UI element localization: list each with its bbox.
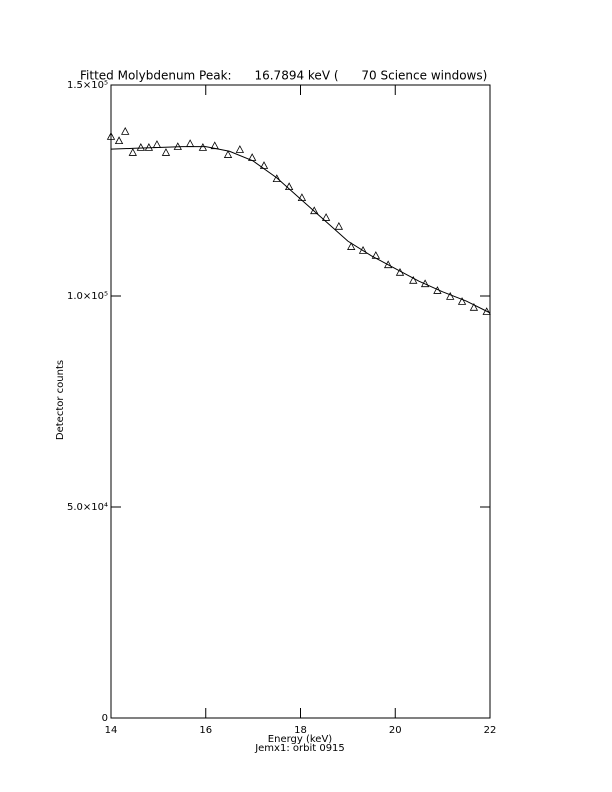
data-point <box>284 182 294 191</box>
x-tick-label: 18 <box>294 725 307 736</box>
data-point <box>469 302 479 311</box>
chart-title: Fitted Molybdenum Peak: 16.7894 keV ( 70… <box>80 69 487 83</box>
x-tick-label: 20 <box>389 725 402 736</box>
data-point <box>259 161 269 169</box>
data-point <box>173 142 182 150</box>
data-point <box>114 136 124 145</box>
x-tick-label: 22 <box>484 725 497 736</box>
data-point <box>310 206 319 215</box>
data-point <box>198 143 208 151</box>
data-point <box>433 286 442 294</box>
data-point <box>272 174 281 183</box>
x-axis-label: Energy (keV) <box>268 734 333 745</box>
y-tick-label: 1.5×10⁵ <box>67 80 108 91</box>
data-point <box>235 145 245 153</box>
x-tick-label: 14 <box>105 725 118 736</box>
data-point <box>128 148 137 156</box>
data-point <box>136 143 146 151</box>
data-point <box>395 267 405 276</box>
data-point <box>144 143 154 151</box>
data-point <box>409 275 418 284</box>
fit-line <box>110 146 491 314</box>
data-point <box>457 297 467 305</box>
data-point <box>334 221 344 230</box>
data-point <box>371 251 380 259</box>
data-point <box>121 126 130 135</box>
data-point <box>185 139 195 147</box>
data-point <box>106 132 116 140</box>
data-point <box>446 292 455 300</box>
data-point <box>347 242 356 250</box>
data-point <box>223 150 233 158</box>
y-axis-label: Detector counts <box>55 360 66 440</box>
y-tick-label: 1.0×10⁵ <box>67 291 108 302</box>
data-point <box>161 148 171 156</box>
data-point <box>152 140 162 148</box>
data-point <box>420 279 430 288</box>
data-point <box>383 260 393 269</box>
data-point <box>297 193 307 201</box>
data-point <box>482 307 491 315</box>
data-point <box>321 213 331 221</box>
y-tick-label: 5.0×10⁴ <box>67 502 108 513</box>
subtitle: Jemx1: orbit 0915 <box>254 743 345 754</box>
data-point <box>248 153 257 161</box>
x-tick-label: 16 <box>199 725 212 736</box>
data-point <box>210 141 219 150</box>
data-point <box>358 246 368 254</box>
y-tick-label: 0 <box>102 713 108 724</box>
